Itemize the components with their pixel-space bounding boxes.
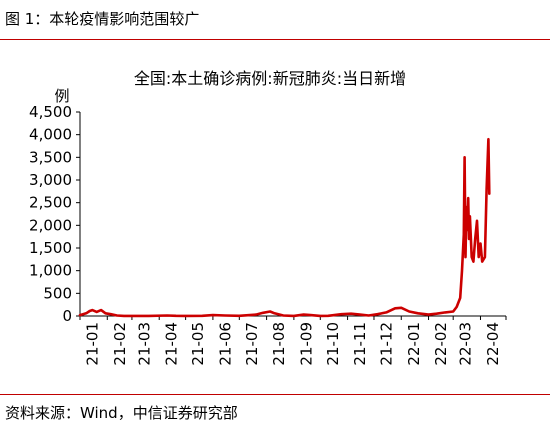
x-tick-label: 21-09 (297, 322, 315, 366)
y-tick-label: 4,500 (29, 103, 72, 121)
x-axis: 21-01 21-02 21-03 21-04 21-05 21-06 21-07 21-08… (79, 315, 507, 366)
y-axis-unit: 例 (54, 87, 69, 105)
x-tick-label: 21-06 (216, 322, 234, 366)
x-tick-label: 21-04 (163, 322, 181, 366)
x-tick-label: 22-02 (432, 322, 450, 366)
header-rule (0, 39, 550, 40)
x-tick-label: 22-03 (457, 322, 475, 366)
chart-title: 全国:本土确诊病例:新冠肺炎:当日新增 (134, 69, 406, 88)
x-tick-label: 21-11 (351, 322, 369, 366)
series-line (78, 137, 491, 318)
footer-rule (0, 394, 550, 395)
x-tick-label: 22-04 (484, 322, 502, 366)
y-tick-label: 2,000 (29, 216, 72, 234)
x-tick-label: 21-10 (324, 322, 342, 366)
y-tick-label: 500 (43, 284, 72, 302)
x-tick-label: 21-03 (135, 322, 153, 366)
y-tick-label: 4,000 (29, 126, 72, 144)
x-tick-label: 21-05 (189, 322, 207, 366)
series-area (78, 137, 491, 318)
y-tick-label: 3,500 (29, 148, 72, 166)
figure-title: 图 1：本轮疫情影响范围较广 (5, 10, 200, 28)
y-tick-label: 2,500 (29, 194, 72, 212)
y-tick-label: 3,000 (29, 171, 72, 189)
x-tick-label: 21-12 (377, 322, 395, 366)
y-tick-label: 0 (62, 307, 72, 325)
x-tick-label: 21-02 (111, 322, 129, 366)
y-tick-label: 1,000 (29, 262, 72, 280)
y-tick-label: 1,500 (29, 239, 72, 257)
x-tick-label: 21-08 (270, 322, 288, 366)
x-tick-label: 21-07 (243, 322, 261, 366)
x-tick-label: 21-01 (84, 322, 102, 366)
x-tick-label: 22-01 (405, 322, 423, 366)
y-axis: 0 500 1,000 1,500 2,000 2,500 3,000 3,500 4,000 4… (29, 103, 81, 325)
source-note: 资料来源：Wind，中信证券研究部 (5, 404, 238, 422)
